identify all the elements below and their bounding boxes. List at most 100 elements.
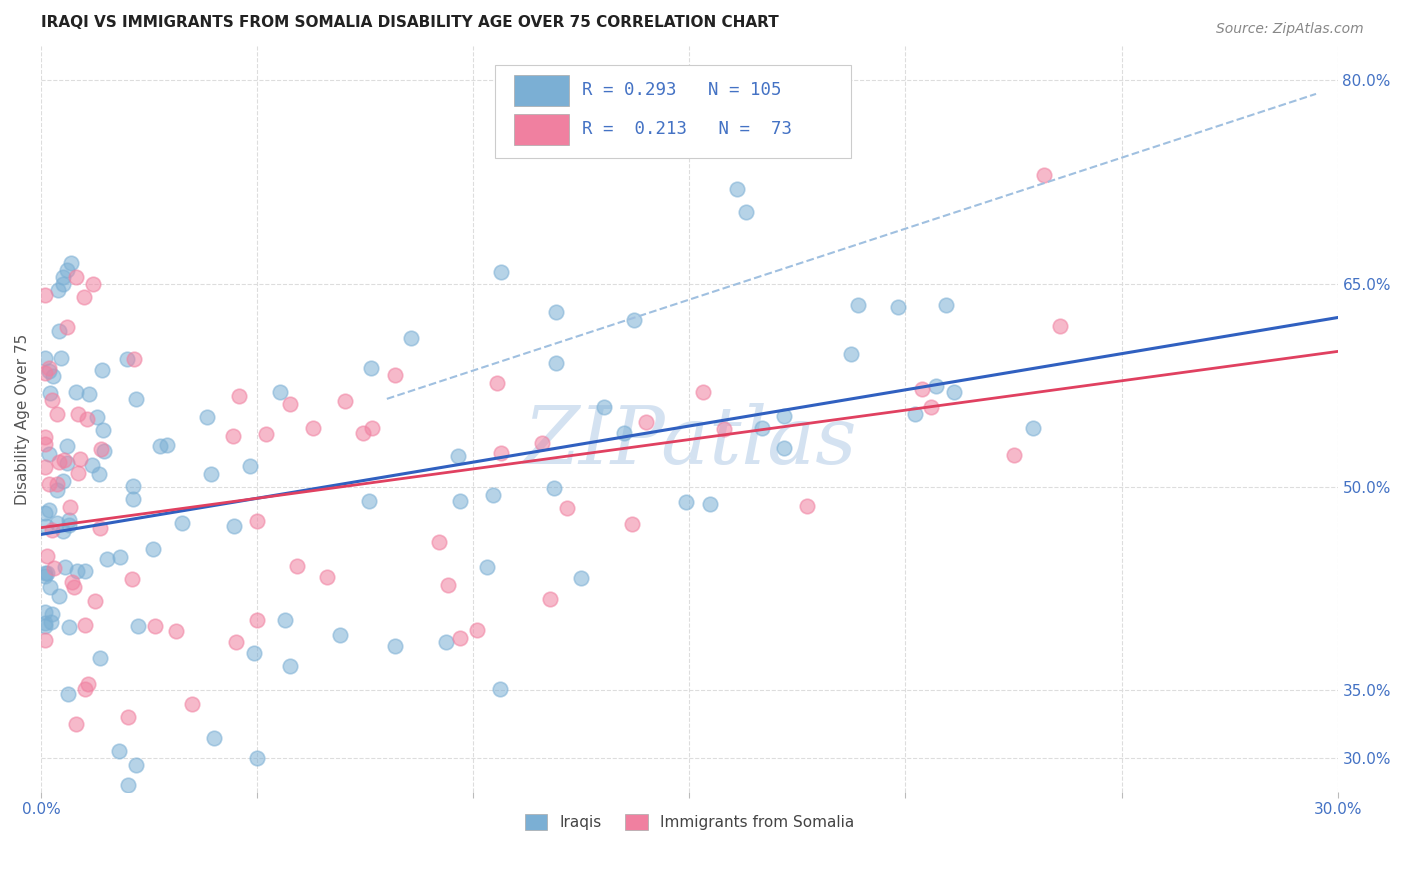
Point: [557, 500, 579, 515]
Point: [48, 589, 70, 603]
Point: [243, 646, 266, 660]
Point: [89, 651, 111, 665]
Point: [37, 566, 59, 581]
Point: [84, 594, 107, 608]
Point: [58, 513, 80, 527]
Point: [361, 421, 384, 435]
Point: [58, 620, 80, 634]
Point: [39, 615, 62, 629]
Point: [887, 300, 910, 314]
Point: [75, 682, 97, 697]
Point: [911, 382, 934, 396]
Point: [200, 467, 222, 482]
Text: IRAQI VS IMMIGRANTS FROM SOMALIA DISABILITY AGE OVER 75 CORRELATION CHART: IRAQI VS IMMIGRANTS FROM SOMALIA DISABIL…: [41, 15, 779, 30]
FancyBboxPatch shape: [515, 113, 569, 145]
Point: [76, 677, 98, 691]
Point: [73, 565, 96, 579]
Point: [59, 500, 82, 515]
FancyBboxPatch shape: [515, 75, 569, 106]
Text: ZIPatlas: ZIPatlas: [523, 403, 856, 480]
Point: [46, 516, 69, 530]
Point: [66, 565, 89, 579]
Point: [52, 277, 75, 291]
Point: [285, 559, 308, 574]
Point: [34, 367, 56, 381]
Point: [713, 422, 735, 436]
Point: [65, 717, 87, 731]
Point: [46, 477, 69, 491]
Point: [69, 452, 91, 467]
Point: [117, 710, 139, 724]
Point: [77, 386, 100, 401]
Point: [222, 429, 245, 443]
Point: [699, 497, 721, 511]
Point: [48, 284, 70, 298]
Point: [89, 467, 111, 481]
Y-axis label: Disability Age Over 75: Disability Age Over 75: [15, 334, 30, 505]
Point: [34, 437, 56, 451]
Point: [38, 364, 60, 378]
Point: [38, 503, 60, 517]
Point: [384, 368, 406, 382]
Point: [67, 466, 90, 480]
Point: [436, 578, 458, 592]
Point: [302, 421, 325, 435]
Point: [447, 449, 470, 463]
Point: [546, 356, 568, 370]
Point: [399, 331, 422, 345]
Point: [1002, 448, 1025, 462]
Point: [692, 385, 714, 400]
Point: [37, 549, 59, 563]
Point: [56, 687, 79, 701]
Point: [477, 560, 499, 574]
Legend: Iraqis, Immigrants from Somalia: Iraqis, Immigrants from Somalia: [519, 808, 860, 837]
Point: [52, 269, 75, 284]
Point: [246, 514, 269, 528]
Text: R = 0.293   N = 105: R = 0.293 N = 105: [582, 81, 782, 99]
Point: [222, 518, 245, 533]
Point: [125, 757, 148, 772]
Point: [34, 351, 56, 365]
Text: R =  0.213   N =  73: R = 0.213 N = 73: [582, 120, 792, 138]
Point: [86, 409, 108, 424]
Point: [49, 351, 72, 365]
Point: [925, 378, 948, 392]
Point: [335, 393, 357, 408]
Point: [38, 477, 60, 491]
Point: [530, 436, 553, 450]
Point: [195, 410, 218, 425]
Point: [91, 363, 114, 377]
Point: [543, 481, 565, 495]
Point: [90, 442, 112, 456]
Point: [96, 552, 118, 566]
Point: [80, 458, 103, 472]
Point: [751, 421, 773, 435]
Point: [246, 613, 269, 627]
Point: [942, 384, 965, 399]
Point: [121, 572, 143, 586]
Point: [73, 290, 96, 304]
Point: [58, 518, 80, 533]
Point: [56, 263, 79, 277]
Point: [73, 618, 96, 632]
Point: [482, 488, 505, 502]
Point: [434, 634, 457, 648]
Point: [34, 605, 56, 619]
Point: [796, 499, 818, 513]
Point: [546, 305, 568, 319]
Point: [280, 397, 302, 411]
Point: [108, 744, 131, 758]
Point: [121, 479, 143, 493]
Point: [734, 205, 756, 219]
Point: [592, 400, 614, 414]
Point: [1049, 319, 1071, 334]
Point: [39, 581, 62, 595]
Point: [228, 389, 250, 403]
Point: [384, 639, 406, 653]
Point: [52, 524, 75, 538]
Point: [34, 616, 56, 631]
Point: [181, 697, 204, 711]
Point: [34, 619, 56, 633]
Point: [60, 574, 83, 589]
Point: [149, 438, 172, 452]
